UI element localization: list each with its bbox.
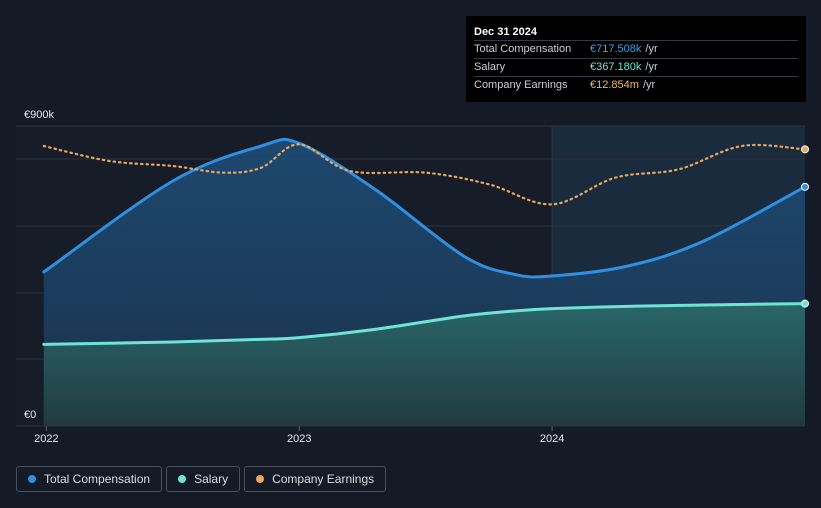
- tooltip-unit: /yr: [642, 79, 656, 91]
- y-tick-label-top: €900k: [24, 109, 54, 121]
- total-compensation-line: [42, 137, 807, 279]
- y-tick-label-bottom: €0: [24, 409, 36, 421]
- tooltip-value: €12.854m: [590, 79, 639, 91]
- legend-dot-icon: [178, 475, 187, 483]
- tooltip-date: Dec 31 2024: [474, 26, 537, 38]
- legend-item-total-compensation[interactable]: Total Compensation: [16, 466, 163, 492]
- total-compensation-endpoint[interactable]: [801, 182, 809, 191]
- tooltip-row-earnings: Company Earnings €12.854m /yr: [474, 76, 798, 94]
- company-earnings-endpoint[interactable]: [801, 145, 809, 154]
- tooltip-row-total: Total Compensation €717.508k /yr: [474, 40, 798, 58]
- legend-label: Company Earnings: [272, 472, 375, 486]
- tooltip-panel: Dec 31 2024 Total Compensation €717.508k…: [466, 16, 806, 102]
- legend-label: Total Compensation: [44, 472, 151, 486]
- tooltip-label: Company Earnings: [474, 79, 568, 91]
- tooltip-label: Salary: [474, 61, 506, 73]
- tooltip-label: Total Compensation: [474, 43, 572, 55]
- salary-endpoint[interactable]: [801, 299, 809, 308]
- compensation-chart: 2022 2023 2024 €900k €0: [16, 109, 809, 445]
- legend-dot-icon: [28, 475, 36, 483]
- salary-area: [43, 303, 805, 426]
- tooltip-value: €367.180k: [590, 61, 642, 73]
- legend-label: Salary: [194, 472, 229, 486]
- legend-item-company-earnings[interactable]: Company Earnings: [244, 466, 387, 492]
- legend-item-salary[interactable]: Salary: [166, 466, 241, 492]
- salary-line: [42, 302, 807, 346]
- tooltip-unit: /yr: [645, 61, 658, 73]
- chart-legend: Total Compensation Salary Company Earnin…: [16, 466, 387, 492]
- tooltip-unit: /yr: [645, 43, 658, 55]
- x-tick-label: 2024: [540, 433, 564, 445]
- tooltip-value: €717.508k: [590, 43, 642, 55]
- company-earnings-line: [42, 143, 807, 206]
- tooltip-row-salary: Salary €367.180k /yr: [474, 58, 798, 76]
- legend-dot-icon: [256, 475, 265, 483]
- x-tick-label: 2023: [287, 433, 311, 445]
- x-tick-label: 2022: [34, 433, 58, 445]
